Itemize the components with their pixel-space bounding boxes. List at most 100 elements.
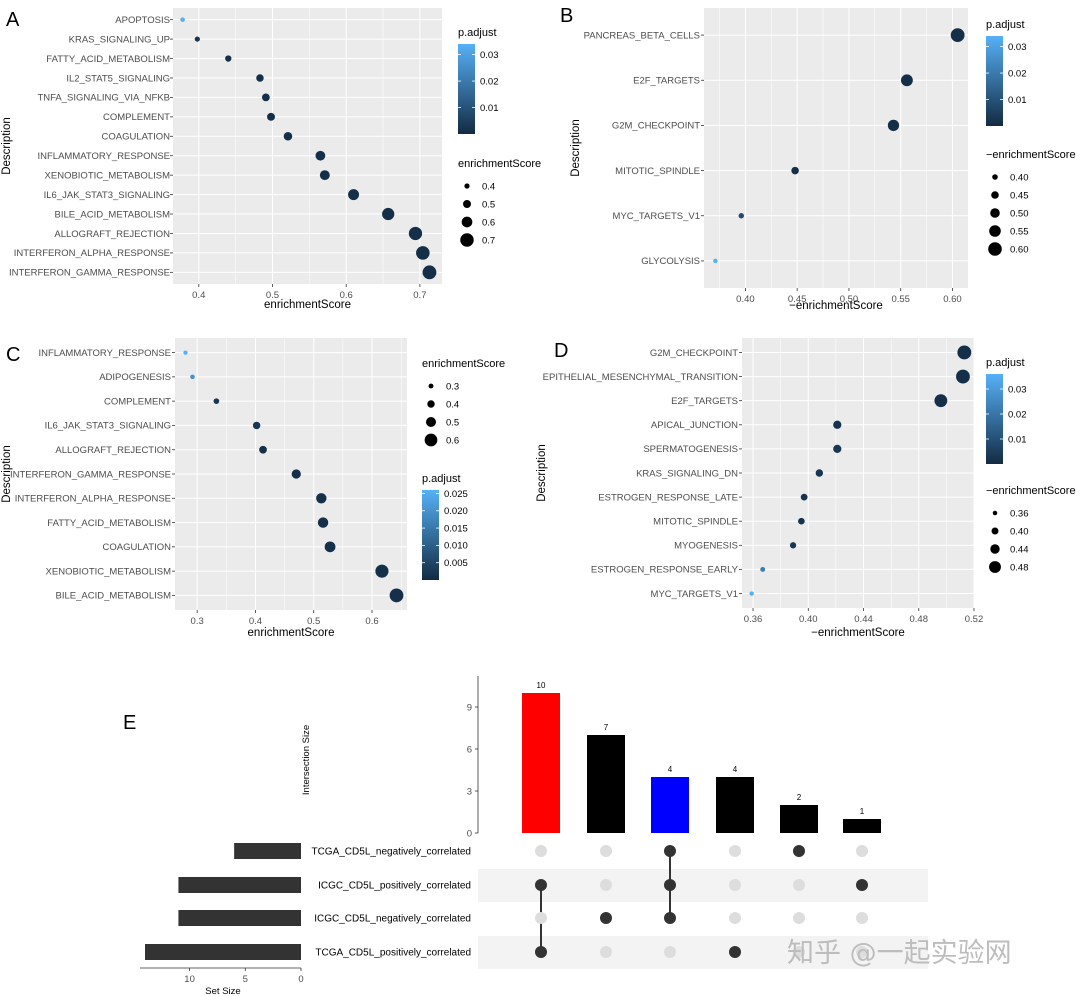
color-tick-label: 0.03 <box>1008 384 1027 395</box>
y-tick-label: ALLOGRAFT_REJECTION <box>54 229 170 240</box>
data-point <box>789 542 797 549</box>
color-tick-label: 0.02 <box>1008 409 1027 420</box>
y-tick-label: INFLAMMATORY_RESPONSE <box>38 348 171 359</box>
x-tick-label: 0.3 <box>191 616 204 627</box>
data-point <box>291 469 301 479</box>
matrix-dot-inactive <box>856 912 868 924</box>
color-bar <box>986 36 1003 126</box>
size-legend-key <box>427 400 435 408</box>
y-tick-label: MYC_TARGETS_V1 <box>613 211 700 222</box>
data-point <box>382 207 395 221</box>
data-point <box>749 591 754 596</box>
set-name-label: TCGA_CD5L_positively_correlated <box>315 948 471 959</box>
color-legend-title: p.adjust <box>986 357 1025 369</box>
size-legend-label: 0.45 <box>1010 190 1029 201</box>
size-legend-key <box>425 416 437 428</box>
data-point <box>180 17 185 22</box>
size-legend-key <box>990 208 1000 218</box>
color-tick-label: 0.025 <box>444 489 468 500</box>
x-tick-label: 0.6 <box>365 616 378 627</box>
x-tick-label: 0.4 <box>192 290 205 301</box>
y-tick-label: GLYCOLYSIS <box>641 256 700 267</box>
size-legend-key <box>988 242 1002 256</box>
y-tick-label: MITOTIC_SPINDLE <box>653 517 738 528</box>
size-legend-label: 0.3 <box>446 381 459 392</box>
matrix-dot-inactive <box>729 912 741 924</box>
y-tick-label: COMPLEMENT <box>104 396 171 407</box>
data-point <box>422 265 437 280</box>
set-name-label: ICGC_CD5L_negatively_correlated <box>314 914 471 925</box>
color-tick-label: 0.01 <box>1008 434 1027 445</box>
matrix-dot-inactive <box>793 912 805 924</box>
size-legend-title: −enrichmentScore <box>986 485 1076 497</box>
matrix-dot-active <box>535 946 547 958</box>
size-legend-title: enrichmentScore <box>458 158 541 170</box>
color-legend-title: p.adjust <box>422 473 461 485</box>
size-legend-label: 0.40 <box>1010 172 1029 183</box>
color-tick-label: 0.02 <box>1008 68 1027 79</box>
dotplot-a: 0.4 0.5 0.6 0.7 APOPTOSIS KRAS_SIGNALING_UP FA… <box>1 8 541 311</box>
x-tick-label: 0.7 <box>413 290 426 301</box>
intersection-bar <box>522 693 560 833</box>
data-point <box>315 150 326 161</box>
intersection-bar <box>716 777 754 833</box>
y-tick-label: FATTY_ACID_METABOLISM <box>46 54 170 65</box>
y-tick-label: COMPLEMENT <box>103 112 170 123</box>
data-point <box>798 517 805 525</box>
size-legend-key <box>461 216 473 228</box>
color-bar <box>986 374 1003 464</box>
data-point <box>375 564 389 578</box>
x-tick-label: 0.44 <box>854 614 873 625</box>
data-point <box>283 132 293 141</box>
set-size-tick-label: 5 <box>243 974 248 985</box>
size-legend-label: 0.50 <box>1010 208 1029 219</box>
y-tick-label: INFLAMMATORY_RESPONSE <box>37 151 170 162</box>
size-legend-label: 0.4 <box>446 399 459 410</box>
intersection-bar <box>651 777 689 833</box>
size-legend-label: 0.4 <box>482 181 495 192</box>
size-legend-key <box>990 544 1000 554</box>
x-tick-label: 0.52 <box>965 614 984 625</box>
matrix-row-shade <box>478 869 928 902</box>
color-legend-title: p.adjust <box>986 19 1025 31</box>
matrix-dot-active <box>535 879 547 891</box>
color-tick-label: 0.01 <box>1008 95 1027 106</box>
data-point <box>900 74 913 87</box>
size-legend-key <box>464 183 470 189</box>
data-point <box>213 398 220 404</box>
y-axis-title: Description <box>1 445 13 503</box>
bar-count-label: 2 <box>797 793 802 802</box>
y-tick-label: FATTY_ACID_METABOLISM <box>47 518 171 529</box>
size-legend-key <box>460 233 474 247</box>
y-tick-label: IL6_JAK_STAT3_SIGNALING <box>44 190 170 201</box>
size-legend-title: −enrichmentScore <box>986 149 1076 161</box>
x-tick-label: 0.45 <box>788 294 807 305</box>
matrix-dot-inactive <box>793 946 805 958</box>
y-axis-title: Description <box>1 117 13 175</box>
data-point <box>791 166 799 175</box>
data-point <box>183 350 188 355</box>
size-legend-key <box>428 383 434 389</box>
matrix-dot-inactive <box>600 879 612 891</box>
y-tick-label: INTERFERON_GAMMA_RESPONSE <box>10 469 171 480</box>
y-tick-label: E2F_TARGETS <box>671 396 738 407</box>
panel-letter-b: B <box>560 5 573 27</box>
matrix-dot-inactive <box>664 946 676 958</box>
set-size-tick-label: 10 <box>184 974 195 985</box>
x-axis-title: enrichmentScore <box>248 627 335 639</box>
data-point <box>267 112 275 121</box>
size-legend-label: 0.44 <box>1010 544 1029 555</box>
y-tick-label: INTERFERON_ALPHA_RESPONSE <box>15 494 171 505</box>
matrix-dot-inactive <box>535 912 547 924</box>
dotplot-b: 0.40 0.45 0.50 0.55 0.60 PANCREAS_BETA_CELLS E… <box>570 8 1076 312</box>
size-legend-label: 0.55 <box>1010 226 1029 237</box>
y-tick-label: EPITHELIAL_MESENCHYMAL_TRANSITION <box>543 372 738 383</box>
y-tick-label: INTERFERON_ALPHA_RESPONSE <box>14 248 170 259</box>
data-point <box>317 517 329 528</box>
set-size-bar <box>234 843 301 859</box>
matrix-row-shade <box>478 936 928 969</box>
size-legend-label: 0.6 <box>446 435 459 446</box>
y-tick-label: INTERFERON_GAMMA_RESPONSE <box>9 268 170 279</box>
y-tick-label: XENOBIOTIC_METABOLISM <box>46 566 172 577</box>
data-point <box>760 566 766 572</box>
